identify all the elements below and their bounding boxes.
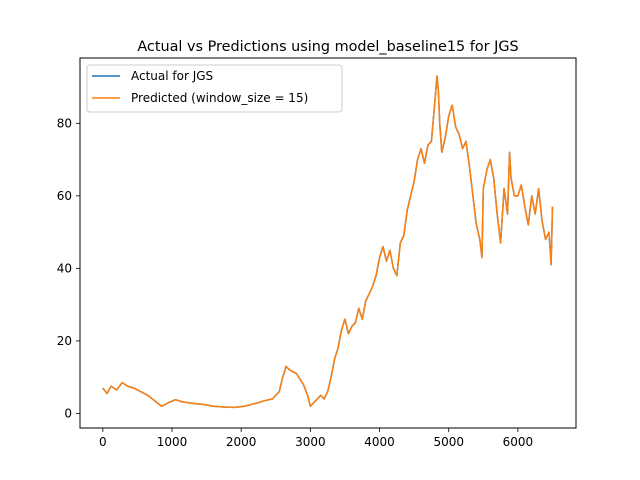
y-axis: 0 20 40 60 80 xyxy=(57,116,80,420)
plot-area-frame xyxy=(79,57,577,429)
x-axis: 0 1000 2000 3000 4000 5000 6000 xyxy=(99,428,533,449)
y-tick-label: 0 xyxy=(64,406,72,420)
x-tick-label: 1000 xyxy=(157,435,188,449)
x-tick-label: 6000 xyxy=(503,435,534,449)
legend-label-actual: Actual for JGS xyxy=(131,69,213,83)
series-layer xyxy=(102,75,554,409)
legend-box xyxy=(86,64,343,113)
x-tick-label: 5000 xyxy=(433,435,464,449)
x-tick-label: 3000 xyxy=(295,435,326,449)
x-tick-label: 0 xyxy=(99,435,107,449)
legend-label-predicted: Predicted (window_size = 15) xyxy=(131,91,308,105)
y-tick-label: 20 xyxy=(57,334,72,348)
chart-title: Actual vs Predictions using model_baseli… xyxy=(137,39,518,55)
y-tick-label: 80 xyxy=(57,116,72,130)
legend: Actual for JGS Predicted (window_size = … xyxy=(86,64,343,113)
y-tick-label: 40 xyxy=(57,261,72,275)
x-tick-label: 2000 xyxy=(226,435,257,449)
series-line-predicted xyxy=(102,75,554,409)
x-tick-label: 4000 xyxy=(364,435,395,449)
y-tick-label: 60 xyxy=(57,189,72,203)
